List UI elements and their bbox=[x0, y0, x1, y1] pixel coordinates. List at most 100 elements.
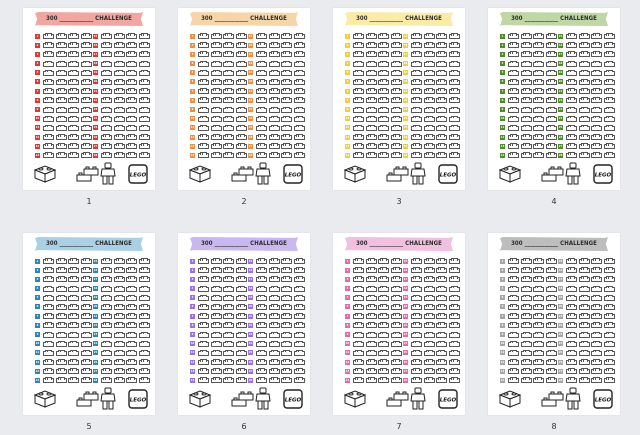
checklist-row: 4 bbox=[190, 60, 248, 69]
brick-outline-icon bbox=[210, 258, 222, 264]
brick-outline-icon bbox=[411, 124, 422, 131]
brick-outline-icon bbox=[43, 377, 54, 384]
brick-outline-icon bbox=[411, 60, 422, 67]
brick-outline-icon bbox=[520, 69, 532, 76]
checklist-row: 27 bbox=[403, 142, 461, 151]
row-number-badge: 20 bbox=[403, 79, 408, 85]
checklist-row: 15 bbox=[248, 32, 306, 41]
brick-outline-icon bbox=[578, 377, 590, 384]
brick-stack-icon bbox=[498, 165, 522, 183]
row-number-badge: 28 bbox=[93, 377, 98, 383]
template-thumbnail[interactable]: 300 ____________ CHALLENGE 1 2 3 4 5 6 7 8 9 10 11 1… bbox=[333, 8, 465, 190]
brick-stack-icon bbox=[343, 390, 367, 408]
template-number: 4 bbox=[551, 197, 557, 206]
brick-outline-icon bbox=[268, 349, 280, 356]
template-card[interactable]: 300 ____________ CHALLENGE 1 2 3 4 5 6 7 8 9 10 11 1… bbox=[333, 233, 465, 435]
checklist-row: 13 bbox=[190, 142, 248, 151]
brick-outline-icon bbox=[566, 322, 577, 329]
brick-outline-icon bbox=[378, 143, 389, 150]
brick-outline-icon bbox=[281, 88, 292, 95]
brick-outline-icon bbox=[235, 303, 247, 310]
brick-outline-icon bbox=[545, 294, 557, 301]
template-thumbnail[interactable]: 300 ____________ CHALLENGE 1 2 3 4 5 6 7 8 9 10 11 1… bbox=[488, 8, 620, 190]
checklist-row: 3 bbox=[345, 50, 403, 59]
checklist-row: 20 bbox=[558, 303, 616, 312]
brick-outline-icon bbox=[448, 303, 460, 310]
brick-outline-icon bbox=[365, 115, 377, 122]
checklist-row: 17 bbox=[558, 275, 616, 284]
brick-outline-icon bbox=[235, 368, 247, 375]
row-number-badge: 20 bbox=[248, 79, 253, 85]
brick-outline-icon bbox=[113, 33, 125, 39]
brick-outline-icon bbox=[198, 368, 209, 375]
brick-outline-icon bbox=[268, 33, 280, 39]
checklist-row: 26 bbox=[248, 133, 306, 142]
template-thumbnail[interactable]: 300 ____________ CHALLENGE 1 2 3 4 5 6 7 8 9 10 11 1… bbox=[178, 8, 310, 190]
checklist-row: 8 bbox=[35, 96, 93, 105]
brick-outline-icon bbox=[365, 377, 377, 384]
row-number-badge: 23 bbox=[403, 107, 408, 112]
template-thumbnail[interactable]: 300 ____________ CHALLENGE 1 2 3 4 5 6 7 8 9 10 11 1… bbox=[23, 233, 155, 415]
row-number-badge: 2 bbox=[345, 42, 350, 48]
brick-outline-icon bbox=[43, 294, 54, 301]
template-thumbnail[interactable]: 300 ____________ CHALLENGE 1 2 3 4 5 6 7 8 9 10 11 1… bbox=[178, 233, 310, 415]
brick-outline-icon bbox=[508, 51, 519, 58]
row-number-badge: 28 bbox=[558, 152, 563, 158]
row-number-badge: 10 bbox=[35, 116, 40, 122]
brick-outline-icon bbox=[353, 152, 364, 159]
row-number-badge: 5 bbox=[500, 70, 505, 76]
row-number-badge: 13 bbox=[500, 143, 505, 149]
brick-outline-icon bbox=[545, 42, 557, 49]
brick-outline-icon bbox=[508, 33, 519, 39]
brick-outline-icon bbox=[113, 42, 125, 49]
brick-outline-icon bbox=[55, 276, 67, 283]
checklist-row: 11 bbox=[35, 349, 93, 358]
checklist-row: 14 bbox=[345, 151, 403, 160]
brick-outline-icon bbox=[55, 115, 67, 122]
checklist-row: 4 bbox=[35, 285, 93, 294]
template-card[interactable]: 300 ____________ CHALLENGE 1 2 3 4 5 6 7 8 9 10 11 1… bbox=[488, 233, 620, 435]
brick-outline-icon bbox=[113, 267, 125, 274]
checklist-row: 16 bbox=[248, 266, 306, 275]
brick-outline-icon bbox=[138, 349, 150, 356]
brick-outline-icon bbox=[256, 349, 267, 356]
brick-outline-icon bbox=[533, 124, 544, 131]
row-number-badge: 9 bbox=[190, 332, 195, 337]
brick-outline-icon bbox=[545, 359, 557, 366]
template-card[interactable]: 300 ____________ CHALLENGE 1 2 3 4 5 6 7 8 9 10 11 1… bbox=[488, 8, 620, 218]
row-number-badge: 26 bbox=[93, 359, 98, 365]
brick-outline-icon bbox=[268, 359, 280, 366]
checklist-row: 14 bbox=[35, 151, 93, 160]
template-thumbnail[interactable]: 300 ____________ CHALLENGE 1 2 3 4 5 6 7 8 9 10 11 1… bbox=[333, 233, 465, 415]
row-number-badge: 19 bbox=[558, 295, 563, 301]
brick-outline-icon bbox=[508, 60, 519, 67]
template-thumbnail[interactable]: 300 ____________ CHALLENGE 1 2 3 4 5 6 7 8 9 10 11 1… bbox=[488, 233, 620, 415]
template-card[interactable]: 300 ____________ CHALLENGE 1 2 3 4 5 6 7 8 9 10 11 1… bbox=[178, 8, 310, 218]
checklist-row: 15 bbox=[403, 257, 461, 266]
challenge-title: 300 ____________ CHALLENGE bbox=[201, 240, 287, 247]
template-card[interactable]: 300 ____________ CHALLENGE 1 2 3 4 5 6 7 8 9 10 11 1… bbox=[23, 8, 155, 218]
minifigure-icon bbox=[410, 162, 426, 185]
brick-outline-icon bbox=[268, 106, 280, 113]
checklist-row: 18 bbox=[248, 60, 306, 69]
row-number-badge: 10 bbox=[35, 341, 40, 347]
challenge-banner: 300 ____________ CHALLENGE bbox=[190, 237, 298, 251]
checklist-row: 11 bbox=[500, 349, 558, 358]
brick-outline-icon bbox=[508, 276, 519, 283]
row-number-badge: 9 bbox=[500, 332, 505, 337]
template-card[interactable]: 300 ____________ CHALLENGE 1 2 3 4 5 6 7 8 9 10 11 1… bbox=[333, 8, 465, 218]
brick-outline-icon bbox=[591, 134, 602, 141]
brick-outline-icon bbox=[353, 97, 364, 104]
brick-outline-icon bbox=[281, 42, 292, 49]
brick-outline-icon bbox=[113, 134, 125, 141]
checklist-row: 14 bbox=[500, 151, 558, 160]
brick-outline-icon bbox=[198, 124, 209, 131]
checklist-column: 15 16 17 18 19 20 21 22 23 24 25 26 27 28 bbox=[248, 257, 306, 386]
template-thumbnail[interactable]: 300 ____________ CHALLENGE 1 2 3 4 5 6 7 8 9 10 11 1… bbox=[23, 8, 155, 190]
brick-outline-icon bbox=[198, 340, 209, 347]
template-card[interactable]: 300 ____________ CHALLENGE 1 2 3 4 5 6 7 8 9 10 11 1… bbox=[178, 233, 310, 435]
checklist-row: 5 bbox=[345, 294, 403, 303]
checklist-row: 25 bbox=[248, 124, 306, 133]
template-card[interactable]: 300 ____________ CHALLENGE 1 2 3 4 5 6 7 8 9 10 11 1… bbox=[23, 233, 155, 435]
minifigure-icon bbox=[255, 387, 271, 410]
